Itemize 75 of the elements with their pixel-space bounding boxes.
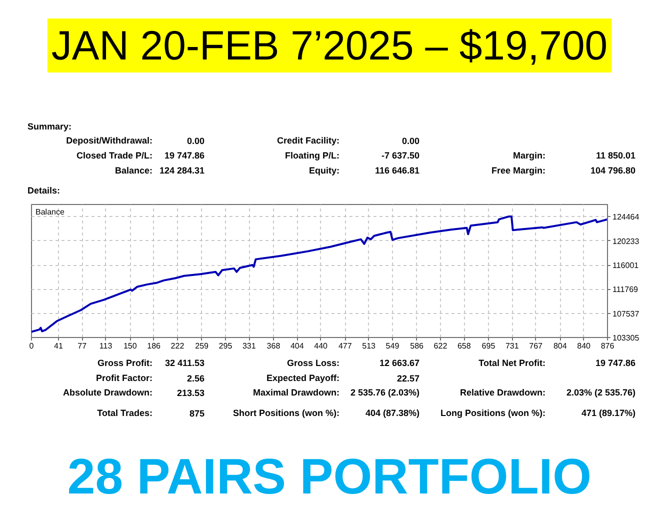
x-tick-label: 731	[505, 342, 520, 350]
y-tick-label: 107537	[612, 309, 640, 318]
text: 0.00	[186, 136, 205, 146]
x-tick-label: 477	[338, 342, 352, 350]
y-tick-label: 116001	[612, 261, 640, 270]
text: Gross Loss:	[286, 358, 340, 368]
x-tick-label: 150	[123, 342, 138, 350]
text: 2 535.76 (2.03%)	[350, 388, 420, 398]
text: 32 411.53	[164, 358, 205, 368]
x-tick-label: 804	[553, 342, 568, 350]
text: -7 637.50	[381, 150, 420, 160]
x-tick-label: 440	[314, 342, 328, 350]
text: Margin:	[513, 150, 546, 160]
x-tick-label: 549	[386, 342, 400, 350]
text: Absolute Drawdown:	[63, 388, 153, 398]
text: Maximal Drawdown:	[252, 388, 340, 398]
x-tick-label: 0	[29, 342, 34, 350]
text: 0.00	[402, 136, 420, 146]
x-tick-label: 513	[362, 342, 376, 350]
text: 213.53	[176, 388, 205, 398]
x-tick-label: 695	[482, 342, 496, 350]
text: Summary:	[28, 122, 72, 132]
x-tick-label: 331	[242, 342, 256, 350]
text: Deposit/Withdrawal:	[66, 136, 153, 146]
y-tick-label: 124464	[612, 212, 640, 222]
x-tick-label: 295	[218, 342, 233, 350]
y-tick-label: 111769	[612, 285, 639, 294]
text: Balance:	[114, 166, 153, 176]
x-tick-label: 368	[266, 342, 281, 350]
text: 22.57	[396, 374, 420, 384]
x-tick-label: 622	[434, 342, 448, 350]
text: 19 747.86	[164, 150, 205, 160]
x-tick-label: 222	[170, 342, 185, 350]
text: Details:	[28, 186, 60, 196]
text: Long Positions (won %):	[440, 408, 546, 418]
x-tick-label: 767	[529, 342, 544, 350]
text: Gross Profit:	[97, 358, 153, 368]
text: Relative Drawdown:	[460, 388, 546, 398]
x-tick-label: 658	[457, 342, 472, 350]
text: Free Margin:	[491, 166, 546, 176]
x-tick-label: 840	[577, 342, 592, 350]
x-tick-label: 113	[99, 342, 113, 350]
y-tick-label: 103305	[612, 334, 640, 342]
text: 471 (89.17%)	[581, 408, 636, 418]
text: Profit Factor:	[96, 373, 153, 383]
line-series	[32, 215, 608, 333]
text: Floating P/L:	[285, 150, 340, 160]
text: Short Positions (won %):	[233, 408, 340, 418]
text: Expected Payoff:	[266, 373, 340, 383]
x-tick-label: 77	[78, 342, 88, 350]
x-tick-label: 186	[147, 342, 162, 350]
x-tick-label: 259	[195, 342, 210, 350]
x-tick-label: 876	[600, 342, 615, 350]
text: Total Net Profit:	[478, 358, 546, 368]
text: 404 (87.38%)	[365, 408, 420, 418]
annotation: Balance	[36, 208, 65, 216]
chart-title: JAN 20-FEB 7’2025 – $19,700	[51, 22, 608, 68]
text: 2.56	[186, 374, 205, 384]
text: Equity:	[309, 166, 340, 176]
text: 116 646.81	[374, 166, 420, 176]
x-tick-label: 586	[410, 342, 424, 350]
text: Closed Trade P/L:	[76, 150, 153, 160]
text: 2.03% (2 535.76)	[566, 388, 636, 398]
text: 19 747.86	[595, 358, 636, 368]
text: 11 850.01	[596, 150, 636, 160]
text: 875	[189, 408, 205, 418]
x-tick-label: 41	[54, 342, 64, 350]
text: 104 796.80	[590, 166, 636, 176]
text: 28 PAIRS PORTFOLIO	[67, 448, 592, 504]
text: Total Trades:	[97, 408, 153, 418]
text: Credit Facility:	[276, 136, 340, 146]
y-tick-label: 120233	[612, 236, 640, 246]
x-tick-label: 404	[290, 342, 304, 350]
text: 124 284.31	[159, 166, 205, 176]
text: 12 663.67	[379, 358, 420, 368]
